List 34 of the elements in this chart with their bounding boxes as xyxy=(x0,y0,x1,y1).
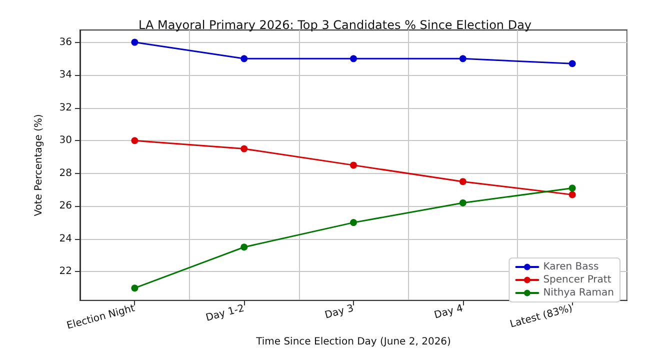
legend-label: Nithya Raman xyxy=(543,288,614,298)
y-axis-title: Vote Percentage (%) xyxy=(34,114,44,216)
y-tick-label: 28 xyxy=(59,168,72,179)
point xyxy=(568,191,576,198)
point xyxy=(131,284,138,292)
point xyxy=(459,178,466,186)
x-tick-label: Day 3 xyxy=(324,303,355,322)
point xyxy=(459,199,466,206)
point xyxy=(131,38,138,46)
point xyxy=(568,184,576,192)
x-tick-label: Election Night xyxy=(66,303,136,332)
y-tick-label: 30 xyxy=(59,135,72,146)
y-tick-label: 24 xyxy=(59,233,72,244)
point xyxy=(350,55,357,62)
point xyxy=(240,244,248,251)
point xyxy=(568,60,576,68)
x-axis-title: Time Since Election Day (June 2, 2026) xyxy=(255,336,452,348)
point xyxy=(350,162,357,169)
y-tick-label: 22 xyxy=(59,266,72,278)
legend-label: Spencer Pratt xyxy=(543,274,612,286)
point xyxy=(131,137,138,144)
y-tick-label: 26 xyxy=(59,200,72,212)
chart-title: LA Mayoral Primary 2026: Top 3 Candidates % Since Election Day xyxy=(138,18,532,32)
point xyxy=(240,55,248,62)
x-tick-label: Latest (83%) xyxy=(508,303,574,330)
point xyxy=(350,219,357,226)
point xyxy=(459,55,466,62)
x-tick-label: Day 1-2 xyxy=(204,303,246,324)
x-tick-label: Day 4 xyxy=(433,303,464,322)
point xyxy=(240,145,248,152)
y-tick-label: 32 xyxy=(59,102,72,114)
y-tick-label: 36 xyxy=(59,36,72,48)
y-tick-label: 34 xyxy=(59,70,72,81)
legend-label: Karen Bass xyxy=(543,262,599,272)
